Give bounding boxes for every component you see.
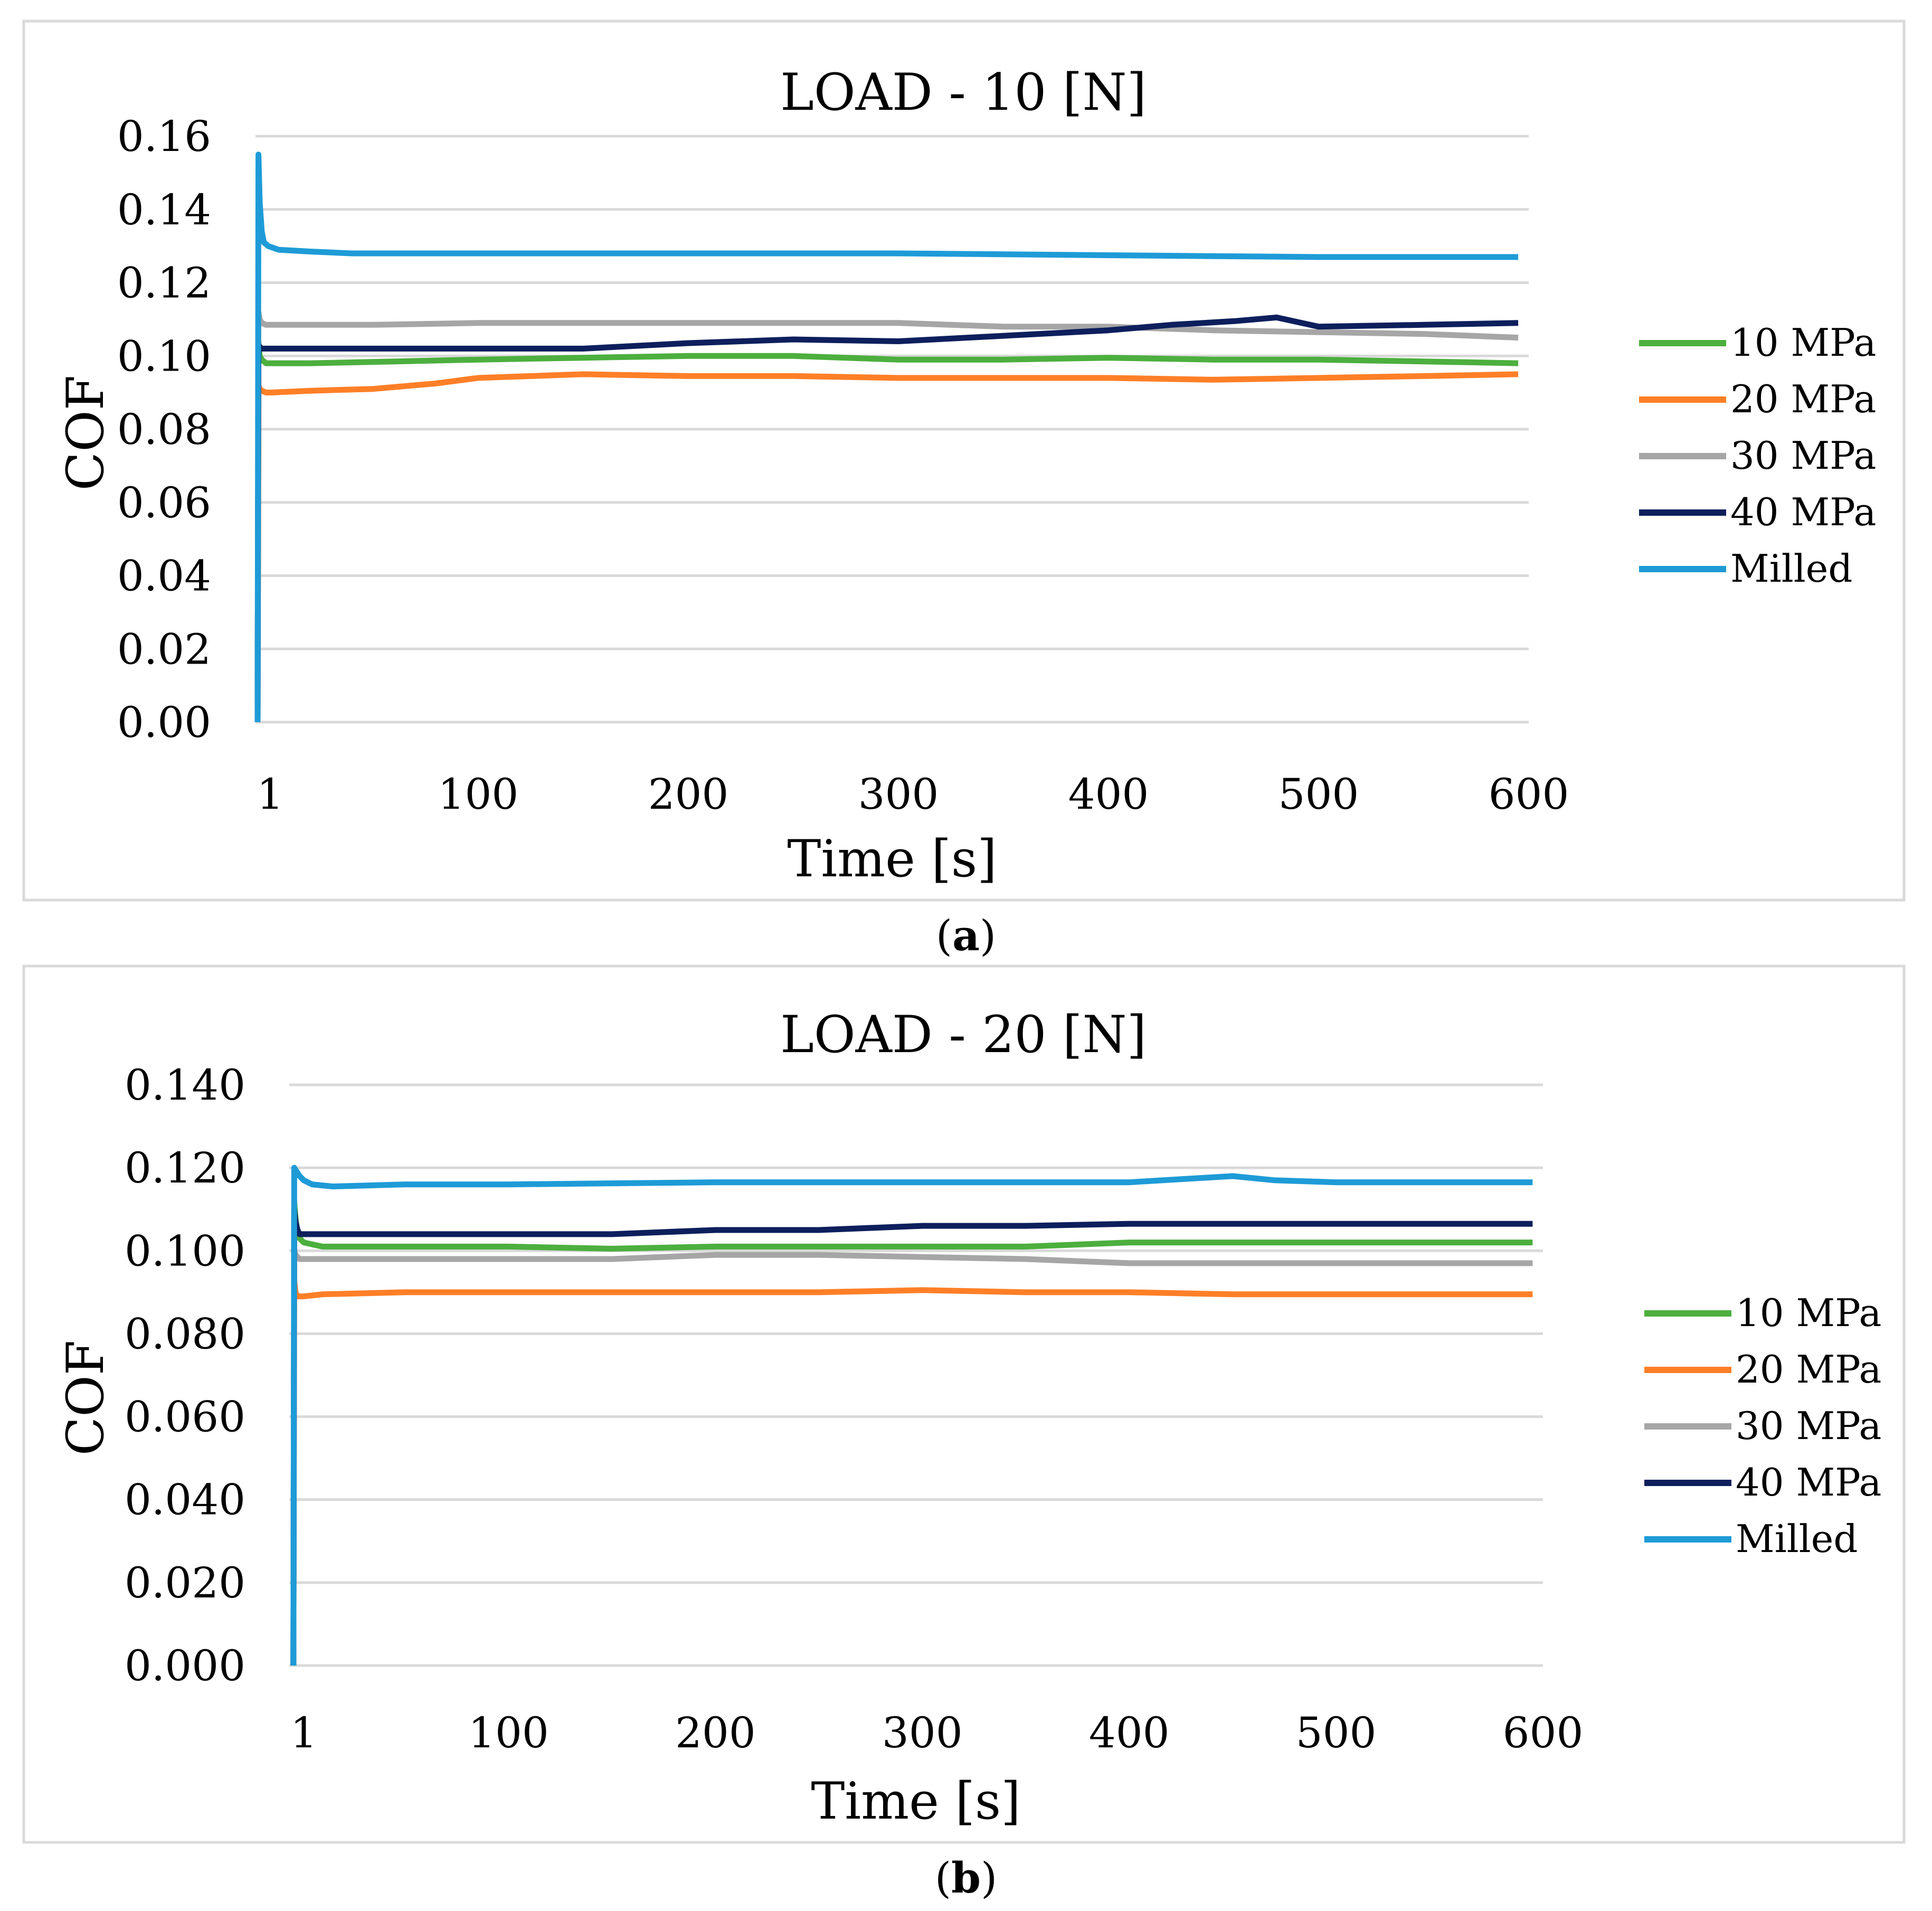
x-tick-label: 1	[290, 1708, 317, 1757]
y-tick-label: 0.06	[117, 478, 211, 527]
x-axis-title: Time [s]	[787, 829, 997, 888]
caption-b: (b)	[935, 1853, 997, 1903]
y-tick-label: 0.100	[125, 1226, 245, 1275]
x-tick-label: 200	[675, 1708, 756, 1757]
x-tick-label: 500	[1296, 1708, 1377, 1757]
chart-title: LOAD - 10 [N]	[780, 63, 1147, 122]
y-tick-label: 0.12	[117, 259, 211, 308]
series-line-10-mpa	[254, 338, 1519, 723]
series-line-milled	[290, 1165, 1533, 1666]
y-tick-label: 0.14	[117, 185, 211, 234]
legend: 10 MPa 20 MPa 30 MPa 40 MPa Milled	[1644, 1291, 1881, 1561]
series-line-20-mpa	[254, 371, 1519, 723]
series-line-40-mpa	[254, 314, 1519, 723]
legend-label-milled: Milled	[1730, 546, 1853, 591]
legend-label-10-mpa: 10 MPa	[1730, 320, 1876, 365]
legend-label-20-mpa: 20 MPa	[1730, 377, 1876, 421]
legend-label-10-mpa: 10 MPa	[1736, 1291, 1881, 1335]
legend-label-30-mpa: 30 MPa	[1730, 433, 1876, 478]
x-tick-label: 1	[257, 770, 283, 819]
chart-frame	[22, 964, 1906, 1844]
y-tick-label: 0.10	[117, 332, 211, 381]
x-tick-label: 600	[1503, 1708, 1584, 1757]
x-tick-label: 300	[858, 770, 939, 819]
x-tick-label: 100	[468, 1708, 549, 1757]
y-tick-label: 0.040	[125, 1475, 245, 1525]
y-tick-label: 0.04	[117, 552, 211, 601]
x-tick-label: 400	[1089, 1708, 1170, 1757]
legend: 10 MPa 20 MPa 30 MPa 40 MPa Milled	[1639, 320, 1876, 591]
x-tick-labels: 1 100 200 300 400 500 600	[257, 770, 1569, 819]
y-tick-label: 0.120	[125, 1143, 245, 1193]
y-axis-title: COF	[56, 1340, 115, 1456]
x-tick-label: 100	[438, 770, 519, 819]
chart-panel-b: 0.000 0.020 0.040 0.060 0.080 0.100 0.120 0.140…	[22, 964, 1906, 1844]
legend-label-20-mpa: 20 MPa	[1736, 1347, 1881, 1392]
y-tick-label: 0.00	[117, 698, 211, 747]
y-tick-label: 0.020	[125, 1558, 245, 1607]
y-tick-label: 0.060	[125, 1393, 245, 1442]
legend-label-30-mpa: 30 MPa	[1736, 1404, 1881, 1448]
y-tick-label: 0.02	[117, 625, 211, 674]
series-lines	[254, 152, 1519, 723]
chart-title: LOAD - 20 [N]	[780, 1005, 1147, 1064]
x-tick-label: 600	[1489, 770, 1569, 819]
legend-label-40-mpa: 40 MPa	[1736, 1460, 1881, 1505]
caption-a: (a)	[936, 911, 996, 960]
caption-a-text: (a)	[936, 911, 996, 960]
series-line-20-mpa	[290, 1276, 1533, 1666]
legend-label-40-mpa: 40 MPa	[1730, 490, 1876, 534]
caption-b-text: (b)	[935, 1853, 997, 1903]
y-tick-label: 0.16	[117, 112, 211, 161]
gridlines	[289, 1083, 1543, 1667]
x-tick-label: 300	[882, 1708, 963, 1757]
x-tick-labels: 1 100 200 300 400 500 600	[290, 1708, 1583, 1757]
caption-b-letter: b	[951, 1853, 981, 1903]
x-tick-label: 500	[1278, 770, 1359, 819]
series-line-40-mpa	[290, 1206, 1533, 1666]
x-tick-label: 400	[1068, 770, 1149, 819]
x-axis-title: Time [s]	[811, 1772, 1020, 1831]
chart-panel-a: 0.00 0.02 0.04 0.06 0.08 0.10 0.12 0.14 0.16 1 10…	[22, 20, 1906, 902]
caption-a-letter: a	[952, 911, 980, 960]
y-tick-label: 0.08	[117, 405, 211, 454]
y-tick-labels: 0.000 0.020 0.040 0.060 0.080 0.100 0.120 0.140	[125, 1061, 245, 1690]
chart-frame	[22, 20, 1906, 902]
y-axis-title: COF	[56, 375, 115, 491]
y-tick-labels: 0.00 0.02 0.04 0.06 0.08 0.10 0.12 0.14 0.16	[117, 112, 211, 747]
series-line-30-mpa	[254, 309, 1519, 723]
y-tick-label: 0.140	[125, 1061, 245, 1110]
series-line-30-mpa	[290, 1247, 1533, 1666]
gridlines	[255, 135, 1529, 724]
x-tick-label: 200	[648, 770, 729, 819]
y-tick-label: 0.080	[125, 1309, 245, 1358]
legend-label-milled: Milled	[1736, 1517, 1858, 1561]
y-tick-label: 0.000	[125, 1641, 245, 1690]
series-lines	[290, 1165, 1533, 1666]
series-line-milled	[254, 152, 1519, 723]
